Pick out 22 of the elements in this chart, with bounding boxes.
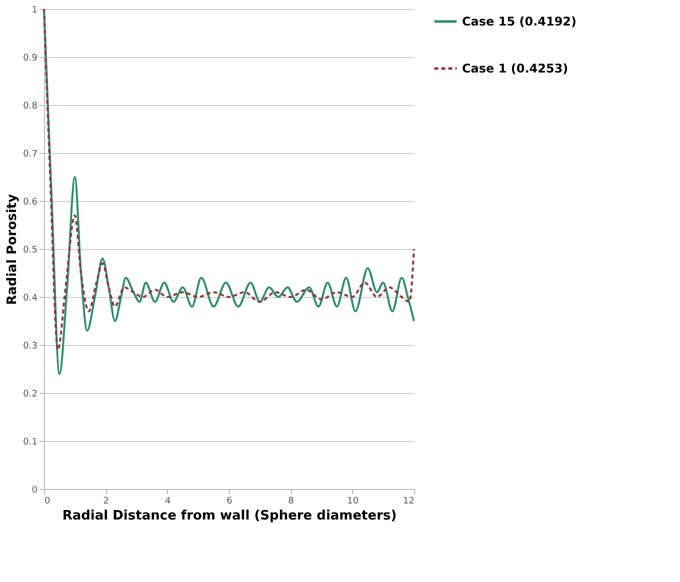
- x-axis-title: Radial Distance from wall (Sphere diameters): [62, 508, 397, 524]
- y-tick-label: 0.4: [23, 294, 38, 304]
- y-tick-label: 1: [32, 6, 38, 16]
- y-tick-label: 0.3: [23, 342, 38, 352]
- y-tick-label: 0.6: [23, 198, 38, 208]
- legend-label: Case 1 (0.4253): [462, 62, 568, 76]
- x-tick-label: 6: [226, 496, 233, 506]
- x-tick-label: 2: [103, 496, 110, 506]
- x-tick-label: 10: [347, 496, 359, 506]
- y-tick-label: 0.9: [23, 54, 38, 64]
- x-tick-label: 4: [164, 496, 171, 506]
- x-tick-label: 12: [403, 496, 414, 506]
- y-tick-label: 0.8: [23, 102, 38, 112]
- y-tick-label: 0.1: [23, 438, 38, 448]
- y-tick-label: 0: [32, 486, 38, 496]
- y-axis-title: Radial Porosity: [5, 193, 20, 305]
- y-tick-label: 0.2: [23, 390, 38, 400]
- y-tick-label: 0.5: [23, 246, 38, 256]
- x-tick-label: 0: [44, 496, 50, 506]
- legend-label: Case 15 (0.4192): [462, 14, 577, 28]
- y-tick-label: 0.7: [23, 150, 38, 160]
- x-tick-label: 8: [288, 496, 294, 506]
